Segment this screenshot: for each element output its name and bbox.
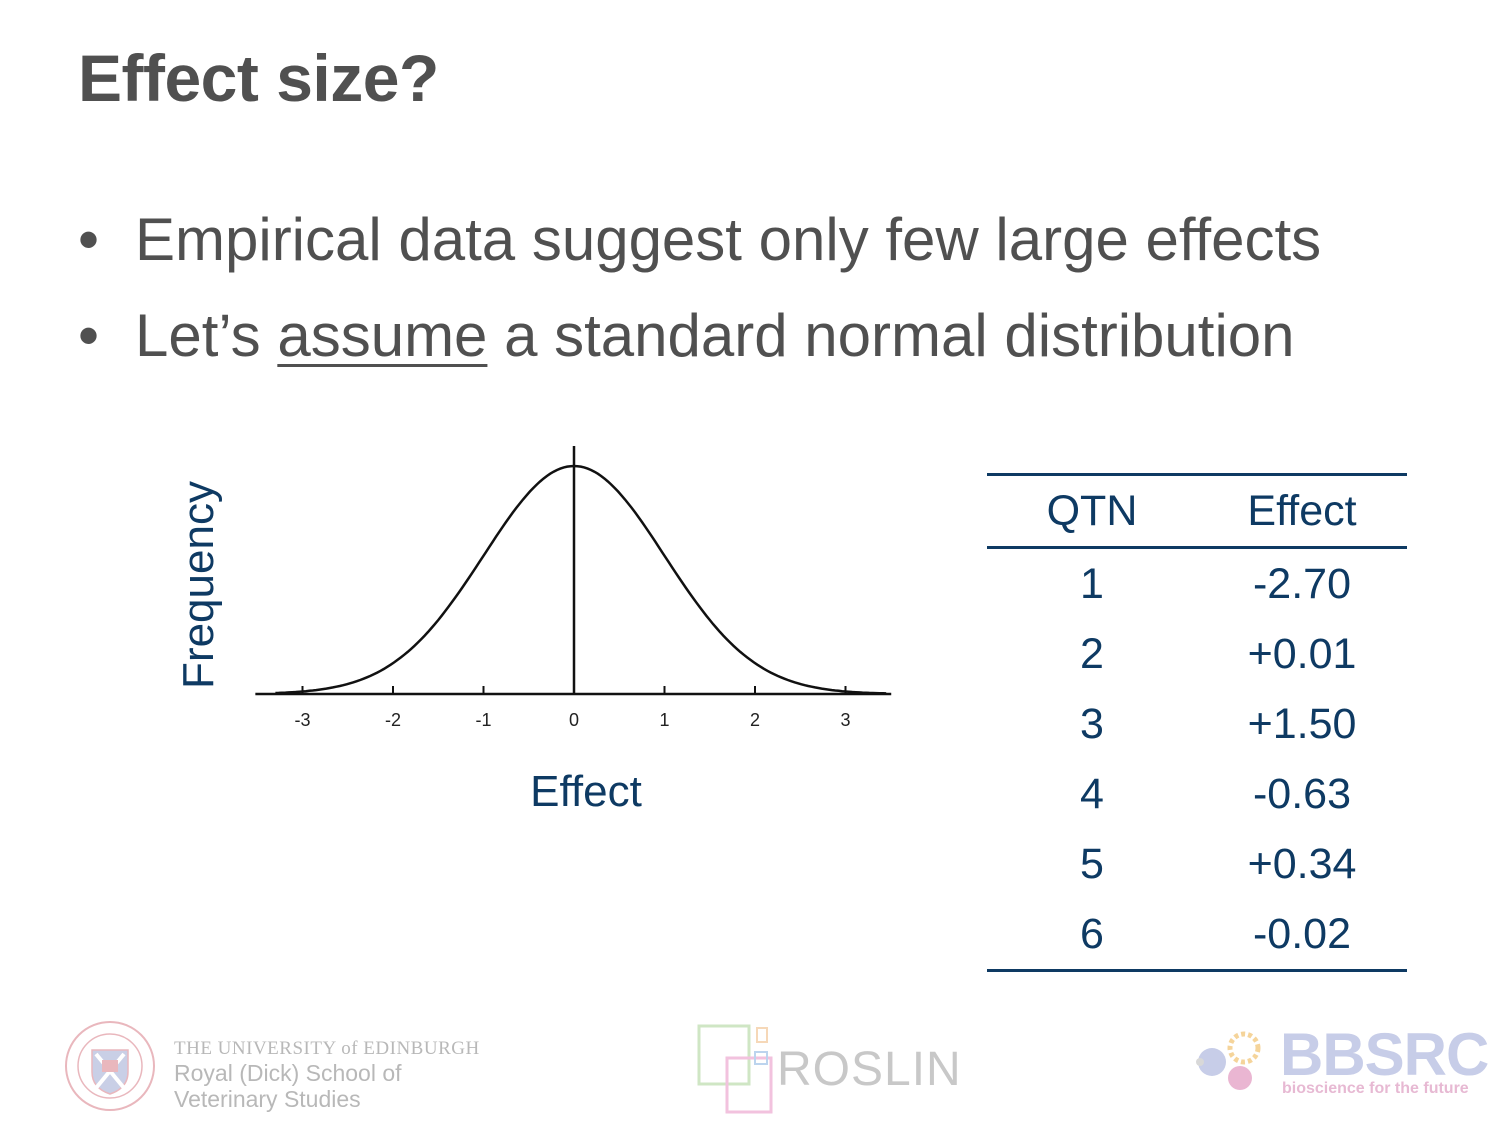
table-row: 5 +0.34 <box>987 829 1407 899</box>
x-tick-label: -1 <box>475 710 491 730</box>
bbsrc-logo: BBSRC bioscience for the future <box>1192 1021 1489 1112</box>
edinburgh-logo: THE UNIVERSITY of EDINBURGH Royal (Dick)… <box>62 1018 482 1113</box>
table-row: 2 +0.01 <box>987 619 1407 689</box>
y-axis-label: Frequency <box>174 481 223 689</box>
qtn-cell: 5 <box>1080 839 1104 888</box>
edinburgh-university-name: THE UNIVERSITY of EDINBURGH <box>174 1038 480 1059</box>
school-line-2: Veterinary Studies <box>174 1086 361 1112</box>
edinburgh-seal-icon <box>65 1021 155 1111</box>
x-tick-label: 3 <box>840 710 850 730</box>
bullet-text-part: Empirical data suggest only few large ef… <box>135 206 1322 273</box>
qtn-cell: 6 <box>1080 909 1104 958</box>
roslin-mark-icon <box>697 1024 773 1114</box>
bullet-text-part: Let’s <box>135 302 278 369</box>
bbsrc-molecule-icon <box>1196 1031 1261 1090</box>
bullet-icon: • <box>78 206 100 273</box>
x-tick-label: 1 <box>659 710 669 730</box>
slide-title: Effect size? <box>78 41 439 115</box>
bullet-text: Empirical data suggest only few large ef… <box>135 200 1321 280</box>
qtn-cell: 3 <box>1080 699 1104 748</box>
roslin-wordmark: ROSLIN <box>777 1043 962 1096</box>
effect-cell: +1.50 <box>1247 699 1357 748</box>
table-row: 3 +1.50 <box>987 689 1407 759</box>
column-header-effect: Effect <box>1247 486 1357 535</box>
school-line-1: Royal (Dick) School of <box>174 1060 402 1086</box>
x-axis-label: Effect <box>530 767 642 816</box>
qtn-effect-table: QTN Effect 1 -2.70 2 +0.01 3 +1.50 4 -0.63 5… <box>987 473 1407 972</box>
table-header-row: QTN Effect <box>987 474 1407 548</box>
edinburgh-school-name: Royal (Dick) School of Veterinary Studie… <box>174 1060 402 1112</box>
bullet-icon: • <box>78 302 100 369</box>
qtn-cell: 4 <box>1080 769 1104 818</box>
table-row: 6 -0.02 <box>987 899 1407 971</box>
x-tick-label: -2 <box>385 710 401 730</box>
bullet-text: Let’s assume a standard normal distribut… <box>135 296 1295 376</box>
x-tick-label: -3 <box>294 710 310 730</box>
x-ticks: -3 -2 -1 0 1 2 3 <box>294 686 851 730</box>
table-row: 1 -2.70 <box>987 548 1407 620</box>
table-row: 4 -0.63 <box>987 759 1407 829</box>
bbsrc-tagline: bioscience for the future <box>1282 1080 1469 1097</box>
column-header-qtn: QTN <box>1046 486 1138 535</box>
x-tick-label: 0 <box>569 710 579 730</box>
bbsrc-wordmark: BBSRC <box>1280 1021 1489 1088</box>
qtn-cell: 1 <box>1080 559 1104 608</box>
x-tick-label: 2 <box>750 710 760 730</box>
effect-cell: +0.01 <box>1247 629 1357 678</box>
roslin-logo: ROSLIN <box>695 1022 961 1117</box>
effect-cell: -2.70 <box>1252 559 1351 608</box>
qtn-cell: 2 <box>1080 629 1104 678</box>
effect-cell: -0.63 <box>1252 769 1351 818</box>
density-curve <box>275 464 887 695</box>
effect-cell: -0.02 <box>1252 909 1351 958</box>
bullet-underlined-word: assume <box>277 302 488 369</box>
effect-cell: +0.34 <box>1247 839 1357 888</box>
bullet-text-part: a standard normal distribution <box>487 302 1295 369</box>
